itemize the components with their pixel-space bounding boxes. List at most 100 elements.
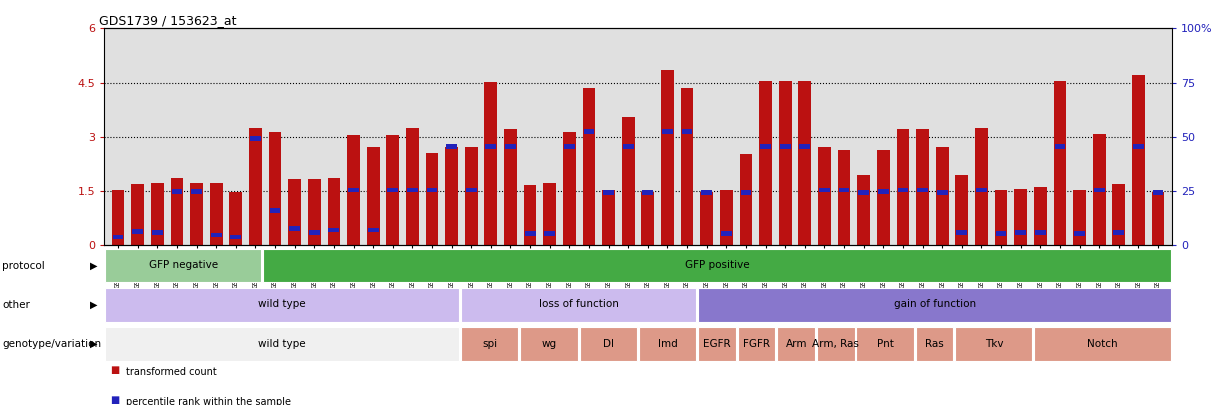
Bar — [622, 117, 634, 245]
Bar — [106, 288, 459, 322]
Text: Dl: Dl — [602, 339, 614, 349]
Bar — [698, 288, 1171, 322]
Bar — [269, 132, 281, 245]
Text: Pnt: Pnt — [877, 339, 893, 349]
Bar — [1054, 81, 1066, 245]
Text: Notch: Notch — [1087, 339, 1118, 349]
Bar — [329, 228, 340, 232]
Bar — [740, 154, 752, 245]
Bar — [879, 189, 888, 194]
Bar — [856, 328, 914, 361]
Bar — [975, 188, 987, 192]
Text: Arm: Arm — [785, 339, 807, 349]
Bar — [563, 132, 575, 245]
Bar — [249, 128, 261, 245]
Bar — [737, 328, 775, 361]
Bar — [388, 188, 398, 192]
Bar — [1015, 189, 1027, 245]
Bar — [461, 288, 697, 322]
Text: Arm, Ras: Arm, Ras — [812, 339, 859, 349]
Bar — [760, 81, 772, 245]
Bar — [1074, 190, 1086, 245]
Bar — [466, 188, 476, 192]
Bar — [975, 128, 988, 245]
Bar — [820, 188, 829, 192]
Bar — [956, 328, 1032, 361]
Text: spi: spi — [482, 339, 497, 349]
Bar — [172, 189, 183, 194]
Bar — [1113, 230, 1124, 235]
Bar — [917, 129, 929, 245]
Bar — [131, 184, 144, 245]
Text: FGFR: FGFR — [744, 339, 771, 349]
Text: transformed count: transformed count — [126, 367, 217, 377]
Text: ▶: ▶ — [90, 261, 97, 271]
Bar — [406, 128, 418, 245]
Bar — [427, 188, 437, 192]
Bar — [780, 145, 790, 149]
Bar — [1152, 190, 1163, 195]
Bar — [1113, 184, 1125, 245]
Bar — [1093, 134, 1106, 245]
Bar — [112, 190, 124, 245]
Bar — [210, 183, 222, 245]
Bar — [564, 145, 574, 149]
Bar — [761, 145, 771, 149]
Bar — [818, 147, 831, 245]
Bar — [520, 328, 578, 361]
Bar — [486, 145, 496, 149]
Bar — [485, 82, 497, 245]
Bar — [1034, 187, 1047, 245]
Bar — [106, 249, 261, 282]
Bar — [682, 129, 692, 134]
Bar — [838, 150, 850, 245]
Bar — [779, 81, 791, 245]
Bar — [1034, 230, 1045, 235]
Bar — [368, 228, 378, 232]
Bar — [642, 192, 654, 245]
Text: EGFR: EGFR — [703, 339, 731, 349]
Text: wild type: wild type — [259, 339, 306, 349]
Text: GDS1739 / 153623_at: GDS1739 / 153623_at — [99, 14, 237, 27]
Bar — [190, 183, 202, 245]
Text: ▶: ▶ — [90, 300, 97, 310]
Bar — [602, 190, 615, 245]
Text: ■: ■ — [110, 365, 120, 375]
Bar — [898, 188, 908, 192]
Bar — [231, 235, 242, 239]
Bar — [817, 328, 854, 361]
Bar — [426, 153, 438, 245]
Bar — [133, 229, 144, 234]
Bar — [995, 231, 1006, 236]
Bar — [579, 328, 637, 361]
Bar — [106, 328, 459, 361]
Bar — [663, 129, 672, 134]
Bar — [1133, 75, 1145, 245]
Bar — [1133, 145, 1144, 149]
Bar — [152, 230, 163, 235]
Bar — [407, 188, 417, 192]
Bar — [290, 226, 301, 231]
Bar — [858, 175, 870, 245]
Bar — [347, 135, 360, 245]
Bar — [800, 145, 810, 149]
Bar — [956, 230, 967, 235]
Bar — [309, 230, 320, 235]
Bar — [525, 231, 535, 236]
Bar — [387, 135, 399, 245]
Bar — [720, 190, 733, 245]
Bar — [701, 192, 713, 245]
Bar — [264, 249, 1171, 282]
Bar — [308, 179, 320, 245]
Bar — [604, 190, 614, 195]
Bar — [936, 147, 948, 245]
Text: Imd: Imd — [658, 339, 677, 349]
Bar — [897, 129, 909, 245]
Bar — [506, 145, 515, 149]
Text: other: other — [2, 300, 31, 310]
Text: genotype/variation: genotype/variation — [2, 339, 102, 349]
Bar — [584, 129, 594, 134]
Text: gain of function: gain of function — [893, 299, 975, 309]
Bar — [367, 147, 379, 245]
Bar — [229, 192, 242, 245]
